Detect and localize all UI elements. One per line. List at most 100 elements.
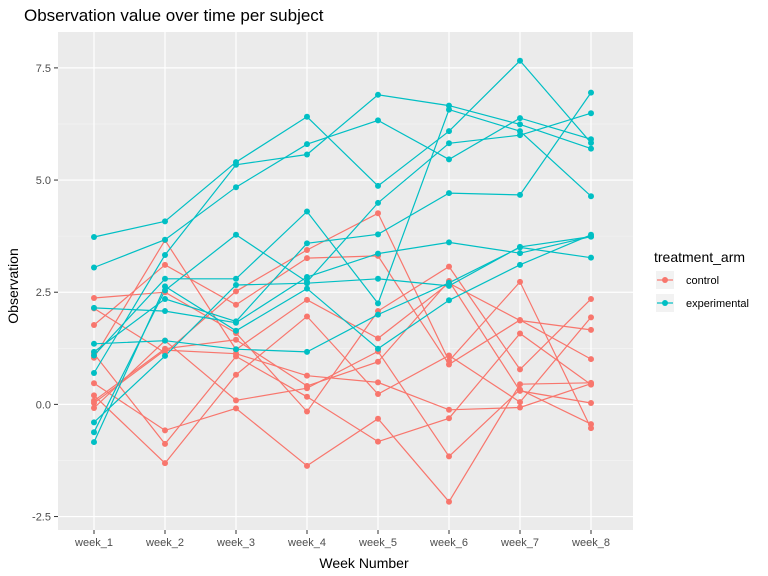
y-tick-label: 7.5 (36, 63, 51, 75)
x-tick-label: week_4 (287, 537, 326, 549)
data-point-con_03 (91, 321, 97, 328)
y-tick-label: 2.5 (36, 287, 51, 299)
data-point-exp_01 (375, 117, 381, 124)
data-point-exp_06 (517, 57, 523, 64)
data-point-exp_01 (91, 264, 97, 271)
data-point-exp_08 (588, 254, 594, 261)
data-point-con_08 (233, 397, 239, 404)
data-point-exp_10 (162, 295, 168, 302)
data-point-con_01 (446, 352, 452, 359)
data-point-exp_07 (304, 208, 310, 215)
legend-title: treatment_arm (654, 249, 745, 265)
data-point-con_08 (91, 404, 97, 411)
data-point-con_04 (375, 335, 381, 342)
x-tick-label: week_8 (571, 537, 610, 549)
series-line-exp_02 (93, 234, 592, 443)
data-point-con_06 (446, 263, 452, 270)
data-point-exp_06 (588, 139, 594, 146)
data-point-exp_05 (517, 121, 523, 128)
data-point-con_01 (162, 460, 168, 467)
data-point-exp_09 (162, 352, 168, 359)
data-point-con_06 (91, 295, 97, 302)
data-point-con_01 (375, 391, 381, 398)
data-point-con_10 (588, 425, 594, 432)
data-point-con_10 (233, 288, 239, 295)
data-point-con_07 (304, 372, 310, 379)
x-tick-label: week_2 (145, 537, 184, 549)
y-tick-label: 0.0 (36, 399, 51, 411)
data-point-con_04 (517, 317, 523, 324)
data-point-exp_05 (162, 251, 168, 258)
series-line-exp_05 (93, 94, 592, 374)
series-line-exp_07 (93, 108, 592, 356)
data-point-con_05 (91, 380, 97, 387)
data-point-exp_06 (375, 182, 381, 189)
data-point-con_01 (304, 313, 310, 320)
series-line-exp_10 (93, 92, 592, 353)
series-line-con_01 (93, 315, 592, 465)
data-point-exp_04 (162, 287, 168, 294)
data-point-exp_02 (446, 297, 452, 304)
data-point-con_07 (375, 379, 381, 386)
data-point-con_03 (162, 261, 168, 268)
data-point-exp_09 (446, 282, 452, 289)
data-point-exp_04 (233, 231, 239, 238)
data-point-con_03 (233, 301, 239, 308)
data-point-con_04 (588, 326, 594, 333)
data-point-exp_06 (446, 128, 452, 135)
data-point-con_09 (304, 382, 310, 389)
data-point-exp_07 (233, 275, 239, 282)
data-point-con_09 (588, 400, 594, 407)
data-point-con_07 (588, 380, 594, 387)
data-point-exp_02 (375, 345, 381, 352)
data-point-con_09 (91, 397, 97, 404)
series-line-exp_04 (93, 112, 592, 433)
data-point-con_09 (375, 358, 381, 365)
legend: treatment_arm control experimental (654, 249, 749, 312)
data-point-con_07 (233, 350, 239, 357)
series-line-con_05 (93, 382, 592, 503)
data-point-exp_10 (517, 191, 523, 198)
data-point-exp_03 (304, 273, 310, 280)
data-point-exp_08 (91, 340, 97, 347)
series-line-con_09 (93, 280, 592, 404)
data-point-con_05 (162, 427, 168, 434)
y-axis-title: Observation (5, 248, 21, 323)
data-point-exp_09 (233, 282, 239, 289)
series-line-exp_03 (93, 236, 592, 324)
data-point-con_05 (375, 415, 381, 422)
data-point-exp_10 (375, 231, 381, 238)
data-point-exp_09 (375, 275, 381, 282)
series-line-con_02 (93, 332, 592, 445)
data-point-con_02 (517, 330, 523, 337)
data-point-exp_09 (517, 243, 523, 250)
data-point-con_02 (375, 438, 381, 445)
data-point-con_06 (588, 295, 594, 302)
data-point-con_05 (233, 405, 239, 412)
data-point-con_01 (233, 371, 239, 378)
data-point-exp_03 (446, 239, 452, 246)
data-point-exp_03 (162, 308, 168, 315)
series-line-exp_06 (93, 59, 592, 238)
data-point-exp_02 (304, 285, 310, 292)
data-point-con_05 (446, 498, 452, 505)
data-point-exp_04 (446, 140, 452, 147)
data-point-exp_07 (446, 106, 452, 113)
data-point-con_09 (233, 336, 239, 343)
x-axis-title: Week Number (319, 555, 409, 571)
data-point-con_09 (517, 387, 523, 394)
data-point-con_06 (517, 366, 523, 373)
data-point-exp_07 (375, 300, 381, 307)
data-point-exp_03 (517, 250, 523, 257)
data-point-exp_05 (588, 145, 594, 152)
data-point-exp_03 (375, 250, 381, 257)
data-point-exp_05 (375, 91, 381, 98)
x-tick-label: week_7 (500, 537, 539, 549)
x-tick-label: week_5 (358, 537, 397, 549)
data-point-con_05 (304, 462, 310, 469)
data-point-con_08 (446, 453, 452, 460)
y-axis: -2.5 0.0 2.5 5.0 7.5 (32, 63, 58, 524)
data-point-exp_03 (91, 304, 97, 311)
legend-items: control experimental (656, 271, 749, 312)
